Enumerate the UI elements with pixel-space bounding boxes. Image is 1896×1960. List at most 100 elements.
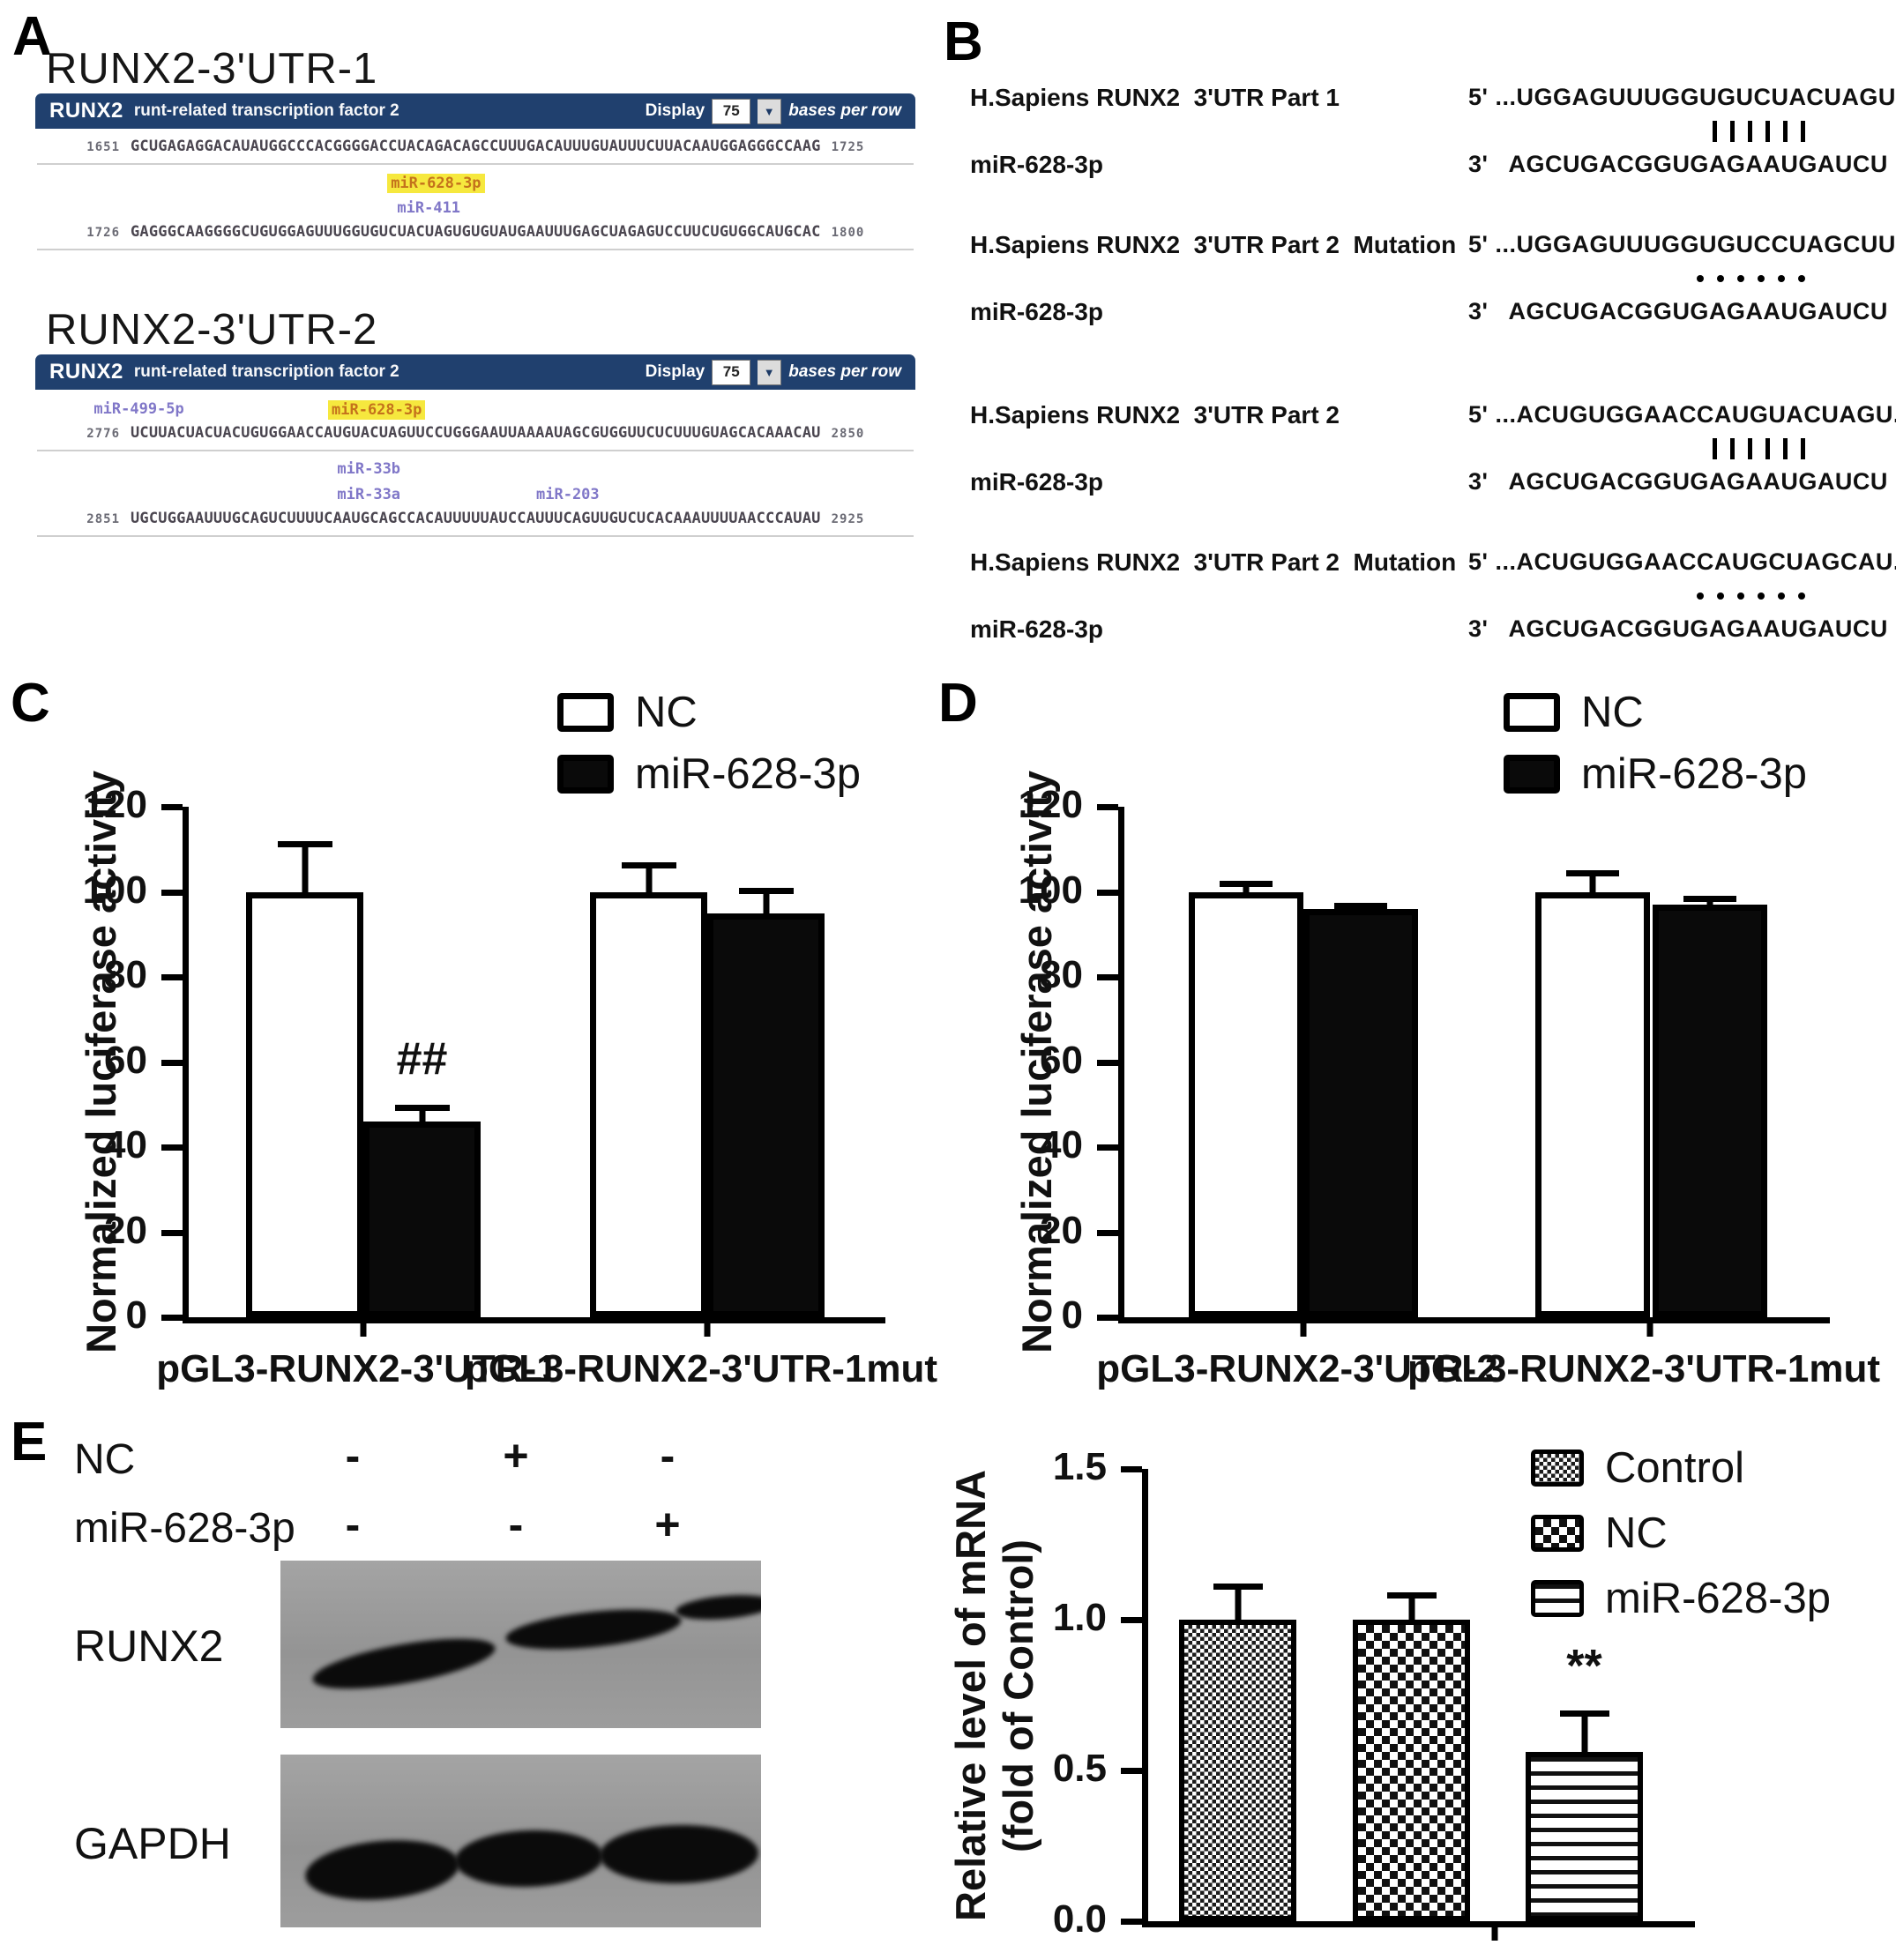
mismatch-dots (1468, 582, 1896, 610)
legend-label: NC (635, 689, 698, 736)
pair-dot (1758, 275, 1765, 282)
utr1-title: RUNX2-3'UTR-1 (46, 45, 378, 93)
bar-group (1535, 870, 1650, 1317)
pair-bar (1801, 438, 1805, 459)
sequence-text: GAGGGCAAGGGGCUGUGGAGUUUGGUGUCUACUAGUGUGU… (131, 223, 821, 241)
display-suffix: bases per row (788, 362, 901, 381)
sequence-separator (37, 450, 914, 451)
bar-group (363, 1104, 481, 1317)
mir-annotation: miR-33a (337, 486, 401, 503)
legend-swatch (557, 693, 614, 732)
mirna-sequence: 3' AGCUGACGGUGAGAAUGAUCU 5' (1468, 298, 1896, 324)
error-bar-cap (1213, 1583, 1263, 1590)
bar (1189, 891, 1303, 1317)
pair-bar (1713, 121, 1717, 142)
mirna-sequence: 3' AGCUGACGGUGAGAAUGAUCU 5' (1468, 468, 1896, 495)
y-tick-mark (161, 804, 183, 810)
legend: NC miR-628-3p (557, 688, 861, 799)
panel-d-letter: D (938, 673, 978, 734)
bases-per-row-select[interactable]: 75 (712, 359, 751, 385)
error-bar-stem (763, 887, 769, 913)
y-tick-mark (161, 974, 183, 980)
y-tick-label: 100 (1018, 868, 1083, 912)
protein-band (453, 1828, 605, 1889)
target-sequence: 5' ...ACUGUGGAACCAUGUACUAGU... 3' (1468, 401, 1896, 428)
bar (1653, 904, 1767, 1317)
bar (590, 891, 707, 1317)
mirna-sequence: 3' AGCUGACGGUGAGAAUGAUCU 5' (1468, 151, 1896, 177)
pair-bar (1783, 121, 1788, 142)
blot-protein-label: GAPDH (74, 1819, 231, 1868)
target-sequence: 5' ...UGGAGUUUGGUGUCCUAGCUU... 3' (1468, 231, 1896, 257)
pair-dot (1778, 275, 1785, 282)
dropdown-arrow-icon[interactable]: ▼ (758, 98, 782, 124)
pair-dot (1737, 275, 1744, 282)
bar-group (1526, 1710, 1643, 1921)
y-tick-label: 80 (1040, 953, 1083, 996)
x-tick-mark (360, 1317, 367, 1337)
annotation-line: miR-499-5p miR-628-3p (93, 399, 836, 424)
panel-b-letter: B (944, 11, 983, 72)
sequence-text: GCUGAGAGGACAUAUGGCCCACGGGGACCUACAGACAGCC… (131, 138, 821, 155)
pair-bar (1713, 438, 1717, 459)
sequence-text: UGCUGGAAUUUGCAGUCUUUUCAAUGCAGCCACAUUUUUA… (131, 510, 821, 527)
condition-label: miR-628-3p (74, 1505, 295, 1552)
protein-band (309, 1628, 499, 1699)
y-tick-mark (1121, 1919, 1142, 1925)
protein-band (302, 1834, 462, 1906)
bar (363, 1122, 481, 1317)
bar-group (1189, 881, 1303, 1317)
dropdown-arrow-icon[interactable]: ▼ (758, 359, 782, 385)
y-tick-mark (1097, 889, 1118, 896)
y-tick-mark (1121, 1466, 1142, 1472)
sequence-browser-utr1: RUNX2 runt-related transcription factor 2… (35, 93, 915, 257)
pair-dot (1717, 592, 1724, 600)
mir-annotation: miR-33b (337, 460, 401, 478)
protein-band (675, 1591, 761, 1623)
blot-image (280, 1755, 761, 1927)
legend-label: miR-628-3p (1605, 1575, 1831, 1622)
display-suffix: bases per row (788, 101, 901, 120)
bases-per-row-select[interactable]: 75 (712, 98, 751, 124)
y-tick-label: 20 (104, 1208, 147, 1252)
gene-description: runt-related transcription factor 2 (133, 101, 399, 120)
sequence-end-number: 1800 (831, 226, 865, 240)
mir-annotation: miR-628-3p (328, 400, 426, 420)
error-bar-cap (1220, 881, 1273, 888)
sequence-end-number: 2925 (831, 512, 865, 526)
error-bar-stem (1408, 1592, 1415, 1620)
pair-bar (1801, 121, 1805, 142)
legend-label: Control (1605, 1444, 1744, 1492)
plot-area: ** (1142, 1469, 1695, 1941)
pair-bar (1730, 438, 1735, 459)
legend-swatch (557, 755, 614, 794)
y-tick-mark (1097, 1229, 1118, 1236)
x-category-label: pGL3-RUNX2-3'UTR-2 (1096, 1347, 1498, 1390)
luciferase-chart-utr1: ## Normalized luciferase activity 0 20 40 60 8… (0, 670, 937, 1393)
x-category-label: pGL3-RUNX2-3'UTR-1 (156, 1347, 558, 1390)
y-tick-label: 0 (1061, 1293, 1083, 1337)
sequence-end-number: 1725 (831, 140, 865, 154)
legend-swatch (1531, 1450, 1584, 1487)
bar-group (707, 887, 825, 1317)
alignment-block: H.Sapiens RUNX2 3'UTR Part 2 5' ...ACUGUG… (970, 401, 1896, 496)
pair-dot (1758, 592, 1765, 600)
utr2-title: RUNX2-3'UTR-2 (46, 306, 378, 354)
bar-group (1179, 1583, 1296, 1921)
spacer-cell (970, 117, 1468, 145)
sequence-start-number: 2776 (86, 427, 120, 441)
sequence-separator (37, 535, 914, 537)
y-tick-mark (1097, 1059, 1118, 1066)
annotation-line: miR-33a miR-203 (131, 484, 836, 510)
error-bar-cap (394, 1104, 450, 1111)
luciferase-chart-utr2: Normalized luciferase activity 0 20 40 60 80 1… (926, 670, 1896, 1393)
target-sequence: 5' ...ACUGUGGAACCAUGCUAGCAU... 3' (1468, 548, 1896, 575)
protein-band (504, 1602, 683, 1657)
sequence-start-number: 2851 (86, 512, 120, 526)
bar-group (1303, 902, 1418, 1317)
x-tick-mark (1646, 1317, 1653, 1337)
sequence-browser-utr2: RUNX2 runt-related transcription factor 2… (35, 354, 915, 544)
legend-label: NC (1605, 1509, 1668, 1557)
condition-label: NC (74, 1436, 136, 1483)
y-tick-label: 0.5 (1052, 1747, 1107, 1790)
